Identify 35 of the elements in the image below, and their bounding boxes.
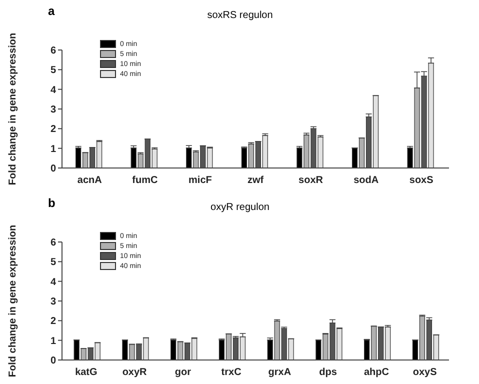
y-tick-label: 0 [50,164,56,175]
y-tick-label: 5 [50,65,56,76]
y-tick-label: 4 [50,276,56,288]
x-tick-label: dps [319,367,338,378]
y-tick-label: 4 [50,84,56,96]
x-tick-label: katG [75,367,98,378]
x-tick-label: soxS [409,175,434,186]
x-tick-label: gor [174,367,192,378]
y-axis-title: Fold change in gene expression [8,224,19,378]
x-tick-label: micF [188,175,212,186]
y-tick-label: 5 [50,257,56,268]
x-tick-label: grxA [268,367,292,378]
x-tick-label: oxyS [412,367,438,378]
x-tick-label: oxyR [122,367,148,378]
chart-title: oxyR regulon [210,202,270,213]
y-tick-label: 2 [50,316,56,328]
y-tick-label: 3 [50,296,56,308]
y-tick-label: 3 [50,104,56,116]
y-tick-label: 2 [50,124,56,136]
x-tick-label: soxR [298,175,324,186]
x-tick-label: acnA [77,175,102,186]
y-tick-label: 6 [50,46,56,57]
x-tick-label: zwf [247,175,264,186]
text: b [48,196,56,210]
x-tick-label: ahpC [364,367,389,378]
x-tick-label: sodA [354,175,379,186]
text: a [48,4,55,18]
y-tick-label: 1 [50,144,56,155]
y-tick-label: 0 [50,356,56,367]
y-tick-label: 1 [50,336,56,347]
x-tick-label: fumC [132,175,158,186]
y-tick-label: 6 [50,238,56,249]
x-tick-label: trxC [221,367,242,378]
chart-title: soxRS regulon [206,10,274,21]
y-axis-title: Fold change in gene expression [8,32,19,186]
